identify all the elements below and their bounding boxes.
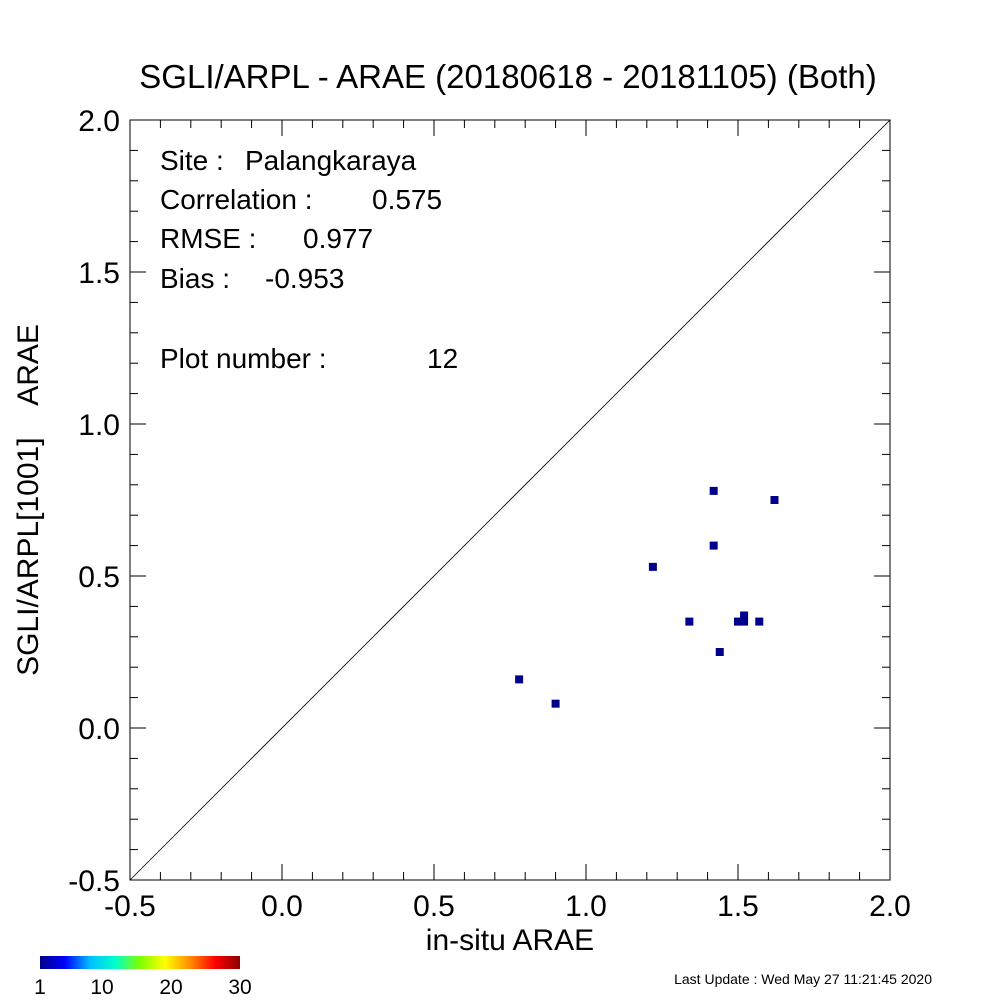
data-point (740, 617, 749, 626)
y-tick-labels: -0.5 0.0 0.5 1.0 1.5 2.0 (68, 105, 120, 898)
x-tick-label: 1.5 (717, 890, 759, 923)
data-point (648, 562, 657, 571)
correlation-value: 0.575 (372, 184, 442, 215)
data-point (709, 486, 718, 495)
data-point (515, 675, 524, 684)
stats-annotation: Site : Palangkaraya Correlation : 0.575 … (160, 145, 458, 374)
y-axis-label: SGLI/ARPL[1001] ARAE (12, 324, 45, 676)
rmse-value: 0.977 (303, 223, 373, 254)
colorbar-tick-label: 10 (90, 976, 113, 999)
plot-number-value: 12 (427, 343, 458, 374)
x-tick-label: 0.5 (413, 890, 455, 923)
data-point (734, 617, 742, 626)
colorbar-tick-labels: 1 10 20 30 (34, 976, 252, 999)
colorbar-tick-label: 20 (159, 976, 182, 999)
x-axis-label: in-situ ARAE (426, 924, 594, 957)
y-tick-label: 2.0 (78, 105, 120, 138)
bias-label: Bias : (160, 263, 230, 294)
data-point (740, 611, 749, 620)
x-tick-label: -0.5 (104, 890, 156, 923)
chart-title: SGLI/ARPL - ARAE (20180618 - 20181105) (… (139, 58, 876, 95)
x-tick-label: 1.0 (565, 890, 607, 923)
y-tick-label: 0.0 (78, 713, 120, 746)
colorbar-bar (40, 956, 240, 969)
colorbar-tick-label: 30 (228, 976, 251, 999)
plot-area (129, 119, 891, 881)
y-tick-label: 0.5 (78, 561, 120, 594)
y-tick-label: 1.5 (78, 257, 120, 290)
colorbar-tick-label: 1 (34, 976, 46, 999)
data-point (685, 617, 694, 626)
bias-value: -0.953 (265, 263, 344, 294)
y-tick-label: 1.0 (78, 409, 120, 442)
y-tick-label: -0.5 (68, 865, 120, 898)
correlation-label: Correlation : (160, 184, 313, 215)
x-tick-labels: -0.5 0.0 0.5 1.0 1.5 2.0 (104, 890, 911, 923)
last-update-text: Last Update : Wed May 27 11:21:45 2020 (674, 971, 932, 987)
site-value: Palangkaraya (245, 145, 417, 176)
data-point (551, 699, 560, 708)
data-point (770, 496, 779, 504)
colorbar: 1 10 20 30 (34, 956, 252, 999)
data-point (709, 541, 718, 550)
x-tick-label: 0.0 (261, 890, 303, 923)
site-label: Site : (160, 145, 224, 176)
axis-ticks (129, 119, 891, 881)
rmse-label: RMSE : (160, 223, 256, 254)
plot-number-label: Plot number : (160, 343, 327, 374)
data-point (715, 648, 724, 656)
plot-frame (129, 119, 891, 881)
data-point (755, 617, 764, 626)
data-points (515, 486, 779, 708)
one-to-one-reference-line (129, 119, 891, 881)
x-tick-label: 2.0 (869, 890, 911, 923)
